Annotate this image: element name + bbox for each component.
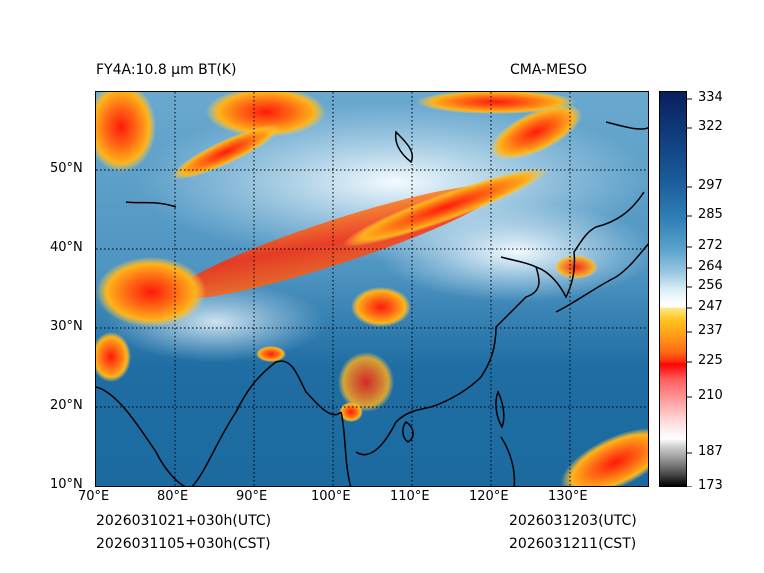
colorbar-label-210: 210 [698,388,723,403]
colorbar [659,91,687,487]
cloud-top-ne [489,104,583,160]
caspian-shore [125,201,177,208]
satellite-map [95,91,649,487]
lat-label-50N: 50°N [50,161,83,176]
colorbar-label-237: 237 [698,323,723,338]
lon-label-90E: 90°E [236,489,268,504]
okhotsk-coast [605,121,648,130]
init-time-utc: 2026031021+030h(UTC) [96,513,272,529]
baikal [394,130,413,164]
colorbar-label-272: 272 [698,238,723,253]
valid-time-cst: 2026031211(CST) [509,536,637,552]
cloud-top-west [96,257,206,327]
lon-label-120E: 120°E [469,489,509,504]
lon-label-100E: 100°E [311,489,351,504]
convection-korea [554,255,598,279]
colorbar-label-322: 322 [698,119,723,134]
cloud-top-north-east [416,92,576,114]
cloud-top-nw [96,92,156,172]
colorbar-label-285: 285 [698,207,723,222]
colorbar-label-173: 173 [698,478,723,493]
colorbar-label-225: 225 [698,353,723,368]
colorbar-label-187: 187 [698,444,723,459]
coastlines [96,121,648,486]
colorbar-tickmarks [687,98,692,487]
convection-myanmar [256,346,286,362]
valid-time-utc: 2026031203(UTC) [509,513,637,529]
graticule [96,92,648,486]
lon-label-70E: 70°E [78,489,110,504]
malay-coast [340,411,352,486]
bay-of-bengal-coast [191,360,342,486]
colorbar-label-256: 256 [698,278,723,293]
cloud-streak-1 [171,124,281,180]
philippines [500,436,516,486]
lat-label-20N: 20°N [50,398,83,413]
colorbar-label-264: 264 [698,259,723,274]
korea-coast [535,191,645,299]
convection-yunnan [338,352,394,412]
cloud-top-north [206,92,326,137]
lon-label-110E: 110°E [390,489,430,504]
map-canvas [96,92,648,486]
lat-label-10N: 10°N [50,477,83,492]
lat-label-40N: 40°N [50,240,83,255]
model-title: CMA-MESO [510,62,588,78]
colorbar-label-247: 247 [698,299,723,314]
cloud-band-upper [342,167,550,247]
convection-pacific [560,427,648,486]
colorbar-label-297: 297 [698,178,723,193]
cloud-top-arabian [96,332,131,382]
india-west-coast [96,386,187,486]
japan-coast [555,243,648,313]
colorbar-label-334: 334 [698,90,723,105]
taiwan [495,390,505,429]
init-time-cst: 2026031105+030h(CST) [96,536,271,552]
lon-label-80E: 80°E [157,489,189,504]
convection-sichuan [351,287,411,327]
hainan [402,421,414,443]
product-title: FY4A:10.8 µm BT(K) [96,62,237,78]
lon-label-130E: 130°E [548,489,588,504]
lat-label-30N: 30°N [50,319,83,334]
